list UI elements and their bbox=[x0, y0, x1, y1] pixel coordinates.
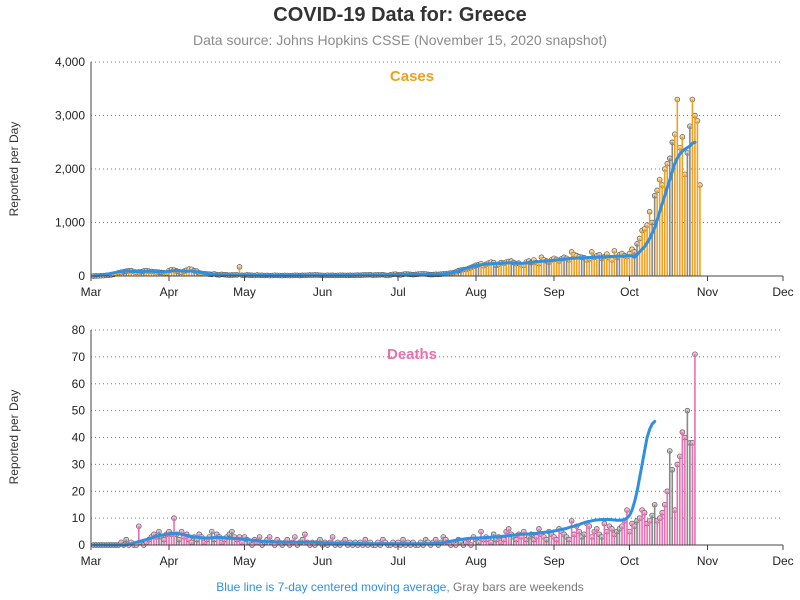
deaths-panel: 0 10 20 30 40 50 60 70 80 Mar Apr May Jun Jul Aug Sep Oc… bbox=[7, 323, 794, 568]
deaths-x-tick-label: Aug bbox=[465, 554, 486, 568]
deaths-x-tick-label: Sep bbox=[543, 554, 565, 568]
deaths-y-tick-label: 60 bbox=[72, 377, 86, 391]
deaths-moving-average-line bbox=[92, 419, 657, 547]
footnote-average: Blue line is 7-day centered moving avera… bbox=[216, 580, 450, 594]
deaths-x-tick-label: Oct bbox=[620, 554, 639, 568]
page-subtitle: Data source: Johns Hopkins CSSE (Novembe… bbox=[193, 32, 607, 48]
cases-panel-title: Cases bbox=[390, 68, 434, 85]
cases-points bbox=[90, 96, 703, 279]
cases-y-axis-label: Reported per Day bbox=[7, 122, 21, 217]
cases-x-tick-label: May bbox=[233, 285, 256, 299]
cases-y-tick-label: 1,000 bbox=[55, 216, 85, 230]
cases-x-tick-label: Aug bbox=[465, 285, 486, 299]
deaths-y-tick-label: 0 bbox=[78, 538, 85, 552]
cases-x-tick-label: Mar bbox=[81, 285, 102, 299]
cases-panel: 0 1,000 2,000 3,000 4,000 Mar Apr May Jun Jul Aug S… bbox=[7, 55, 794, 299]
deaths-y-tick-label: 50 bbox=[72, 404, 86, 418]
cases-x-tick-label: Sep bbox=[543, 285, 565, 299]
cases-y-tick-label: 0 bbox=[78, 269, 85, 283]
cases-y-tick-label: 3,000 bbox=[55, 109, 85, 123]
deaths-x-tick-label: Nov bbox=[697, 554, 718, 568]
deaths-y-tick-label: 80 bbox=[72, 323, 86, 337]
deaths-y-tick-label: 10 bbox=[72, 511, 86, 525]
deaths-y-tick-label: 30 bbox=[72, 457, 86, 471]
deaths-y-tick-label: 20 bbox=[72, 484, 86, 498]
cases-moving-average-line bbox=[92, 140, 697, 278]
footnote: Blue line is 7-day centered moving avera… bbox=[0, 580, 800, 594]
cases-y-tick-label: 4,000 bbox=[55, 55, 85, 69]
deaths-x-tick-label: Apr bbox=[160, 554, 179, 568]
deaths-x-tick-label: Jul bbox=[390, 554, 405, 568]
cases-x-tick-label: Apr bbox=[160, 285, 179, 299]
page-title: COVID-19 Data for: Greece bbox=[273, 4, 527, 26]
cases-x-tick-label: Dec bbox=[772, 285, 793, 299]
cases-y-tick-label: 2,000 bbox=[55, 162, 85, 176]
deaths-x-tick-label: Jun bbox=[313, 554, 332, 568]
deaths-y-tick-label: 40 bbox=[72, 431, 86, 445]
deaths-x-tick-label: Mar bbox=[81, 554, 102, 568]
deaths-y-axis-label: Reported per Day bbox=[7, 390, 21, 485]
footnote-weekend: Gray bars are weekends bbox=[453, 580, 584, 594]
cases-x-tick-label: Nov bbox=[697, 285, 718, 299]
cases-x-tick-label: Jul bbox=[390, 285, 405, 299]
deaths-x-tick-label: Dec bbox=[772, 554, 793, 568]
cases-x-tick-label: Jun bbox=[313, 285, 332, 299]
cases-x-tick-label: Oct bbox=[620, 285, 639, 299]
deaths-panel-title: Deaths bbox=[387, 346, 437, 363]
deaths-x-tick-label: May bbox=[233, 554, 256, 568]
deaths-y-tick-label: 70 bbox=[72, 350, 86, 364]
